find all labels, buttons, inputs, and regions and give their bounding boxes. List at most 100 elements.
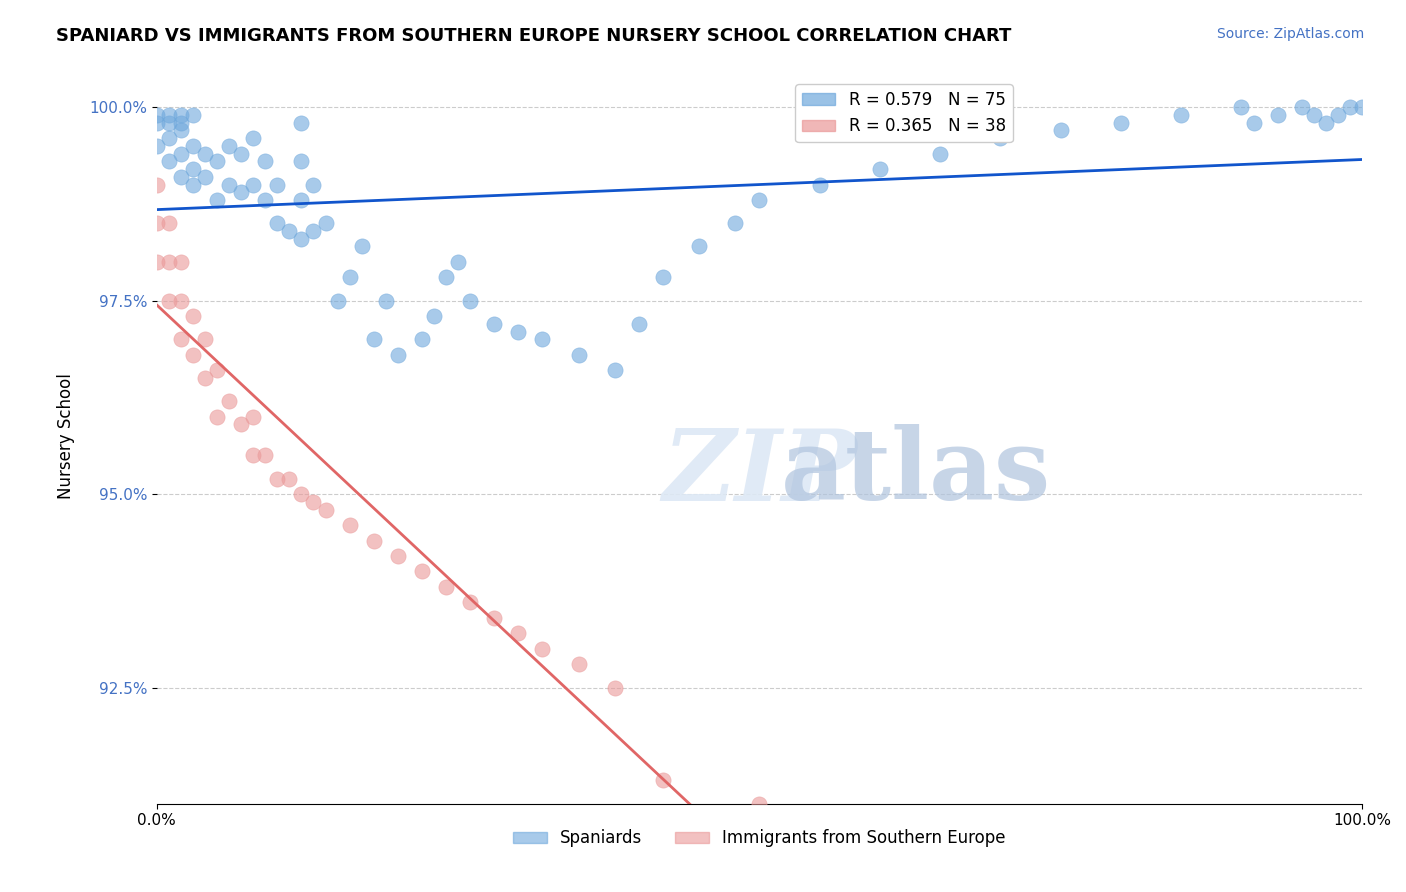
Point xyxy=(157,293,180,308)
Point xyxy=(170,293,193,308)
Point xyxy=(748,797,770,811)
Text: Source: ZipAtlas.com: Source: ZipAtlas.com xyxy=(1216,27,1364,41)
Point xyxy=(627,317,650,331)
Point xyxy=(194,169,217,184)
Point xyxy=(181,309,204,323)
Point xyxy=(242,131,264,145)
Point xyxy=(242,409,264,424)
Point xyxy=(423,309,446,323)
Point xyxy=(157,108,180,122)
Point xyxy=(254,154,277,169)
Point xyxy=(181,108,204,122)
Y-axis label: Nursery School: Nursery School xyxy=(58,373,75,499)
Point xyxy=(568,348,591,362)
Legend: Spaniards, Immigrants from Southern Europe: Spaniards, Immigrants from Southern Euro… xyxy=(506,822,1012,855)
Point xyxy=(218,178,240,192)
Point xyxy=(290,232,312,246)
Point xyxy=(387,348,409,362)
Point xyxy=(1243,116,1265,130)
Point xyxy=(929,146,952,161)
Point xyxy=(157,131,180,145)
Point xyxy=(1327,108,1350,122)
Point xyxy=(1109,116,1132,130)
Point xyxy=(531,332,554,346)
Point xyxy=(290,487,312,501)
Point xyxy=(1170,108,1192,122)
Point xyxy=(603,363,626,377)
Point xyxy=(278,472,301,486)
Point xyxy=(254,193,277,207)
Point xyxy=(363,533,385,548)
Text: atlas: atlas xyxy=(780,425,1052,521)
Point xyxy=(157,154,180,169)
Point xyxy=(1291,100,1313,114)
Text: ZIP: ZIP xyxy=(662,425,856,521)
Point xyxy=(170,332,193,346)
Point xyxy=(1049,123,1071,137)
Point xyxy=(603,681,626,695)
Point xyxy=(484,317,506,331)
Point xyxy=(458,595,481,609)
Point xyxy=(254,449,277,463)
Point xyxy=(350,239,373,253)
Point xyxy=(146,255,169,269)
Point xyxy=(302,178,325,192)
Point xyxy=(170,123,193,137)
Point xyxy=(652,270,675,285)
Point xyxy=(568,657,591,672)
Point xyxy=(157,116,180,130)
Point xyxy=(205,193,228,207)
Point xyxy=(339,270,361,285)
Point xyxy=(339,518,361,533)
Point xyxy=(748,193,770,207)
Point xyxy=(170,146,193,161)
Point xyxy=(205,409,228,424)
Point xyxy=(484,611,506,625)
Point xyxy=(688,239,710,253)
Point xyxy=(990,131,1012,145)
Point xyxy=(724,216,747,230)
Point xyxy=(326,293,349,308)
Point xyxy=(374,293,396,308)
Point xyxy=(170,116,193,130)
Point xyxy=(181,139,204,153)
Point xyxy=(194,332,217,346)
Point xyxy=(1315,116,1337,130)
Point xyxy=(278,224,301,238)
Point xyxy=(231,186,253,200)
Point xyxy=(531,641,554,656)
Point xyxy=(157,255,180,269)
Point xyxy=(411,565,433,579)
Point xyxy=(205,363,228,377)
Point xyxy=(218,139,240,153)
Point xyxy=(242,449,264,463)
Point xyxy=(290,154,312,169)
Point xyxy=(146,139,169,153)
Point xyxy=(1351,100,1374,114)
Point xyxy=(1267,108,1289,122)
Point xyxy=(266,472,288,486)
Point xyxy=(242,178,264,192)
Point xyxy=(387,549,409,563)
Point xyxy=(170,255,193,269)
Point xyxy=(194,146,217,161)
Point xyxy=(652,773,675,788)
Point xyxy=(508,325,530,339)
Point xyxy=(447,255,470,269)
Point xyxy=(508,626,530,640)
Point xyxy=(205,154,228,169)
Point xyxy=(458,293,481,308)
Point xyxy=(146,108,169,122)
Point xyxy=(231,146,253,161)
Point xyxy=(181,178,204,192)
Point xyxy=(290,116,312,130)
Point xyxy=(266,216,288,230)
Text: SPANIARD VS IMMIGRANTS FROM SOUTHERN EUROPE NURSERY SCHOOL CORRELATION CHART: SPANIARD VS IMMIGRANTS FROM SOUTHERN EUR… xyxy=(56,27,1011,45)
Point xyxy=(363,332,385,346)
Point xyxy=(1302,108,1324,122)
Point xyxy=(266,178,288,192)
Point xyxy=(170,108,193,122)
Point xyxy=(434,580,457,594)
Point xyxy=(1230,100,1253,114)
Point xyxy=(157,216,180,230)
